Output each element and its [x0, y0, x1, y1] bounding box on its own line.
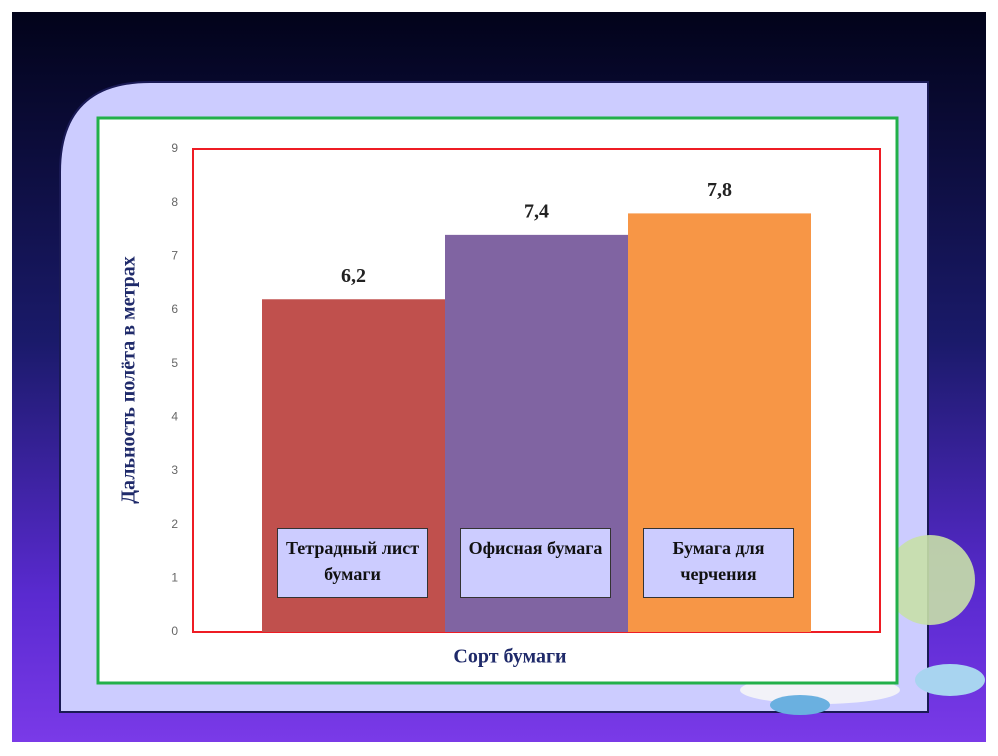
y-tick-label: 0 — [171, 624, 178, 638]
y-tick-label: 9 — [171, 141, 178, 155]
category-label: Тетрадный лист бумаги — [277, 528, 428, 598]
value-label: 7,8 — [707, 179, 732, 201]
y-tick-label: 2 — [171, 517, 178, 531]
y-tick-label: 4 — [171, 410, 178, 424]
value-label: 7,4 — [524, 200, 549, 222]
y-tick-label: 8 — [171, 195, 178, 209]
y-axis-title: Дальность полёта в метрах — [118, 256, 140, 503]
y-tick-label: 5 — [171, 356, 178, 370]
y-tick-label: 7 — [171, 249, 178, 263]
y-tick-label: 1 — [171, 571, 178, 585]
y-tick-label: 3 — [171, 463, 178, 477]
category-label: Бумага для черчения — [643, 528, 794, 598]
value-label: 6,2 — [341, 265, 366, 287]
y-tick-label: 6 — [171, 302, 178, 316]
x-axis-title: Сорт бумаги — [453, 646, 566, 668]
category-label: Офисная бумага — [460, 528, 611, 598]
